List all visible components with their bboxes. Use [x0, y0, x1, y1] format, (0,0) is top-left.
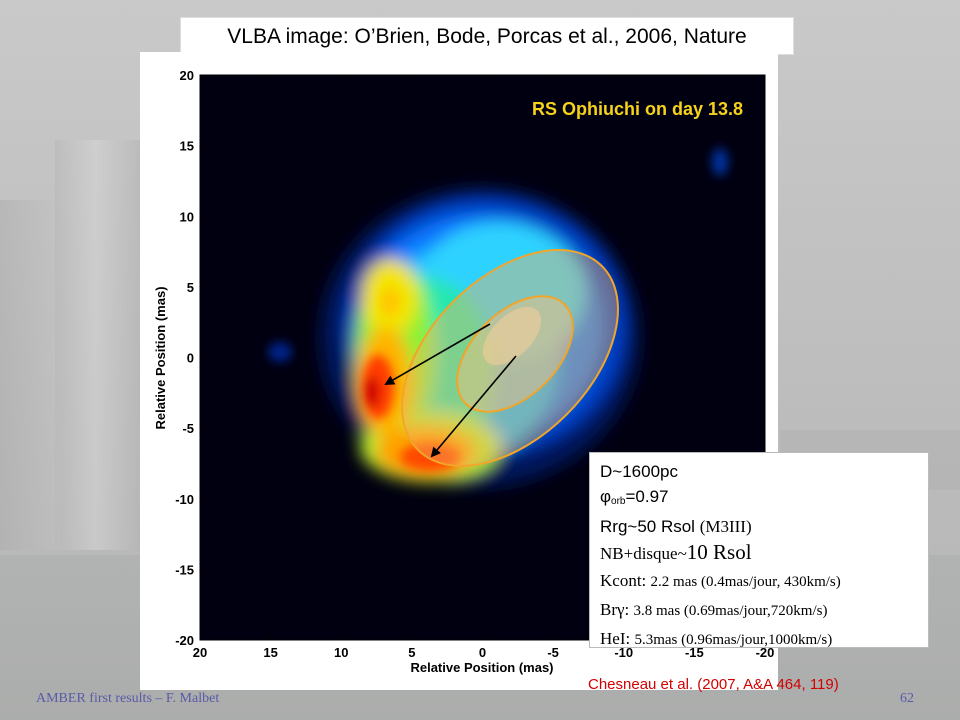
- y-tick-label: -20: [175, 633, 194, 648]
- x-tick-label: 20: [193, 645, 207, 660]
- brgamma-line: Brγ: 3.8 mas (0.69mas/jour,720km/s): [600, 596, 928, 625]
- hei-value: 5.3mas (0.96mas/jour,1000km/s): [634, 632, 833, 648]
- nb-disk-value: 10 Rsol: [686, 540, 752, 564]
- image-label: RS Ophiuchi on day 13.8: [532, 99, 743, 119]
- y-tick-label: -10: [175, 492, 194, 507]
- x-tick-label: 5: [408, 645, 415, 660]
- citation-link[interactable]: Chesneau et al. (2007, A&A 464, 119): [588, 676, 839, 693]
- x-tick-label: -10: [614, 645, 633, 660]
- x-tick-label: -5: [547, 645, 559, 660]
- y-tick-label: 15: [180, 139, 194, 154]
- phi-symbol: φ: [600, 487, 612, 506]
- arrow-to-south-lobe: [430, 355, 517, 458]
- x-tick-label: 15: [263, 645, 277, 660]
- nb-disk-text: NB+disque~: [600, 544, 687, 563]
- kcont-line: Kcont: 2.2 mas (0.4mas/jour, 430km/s): [600, 567, 928, 596]
- x-tick-label: 10: [334, 645, 348, 660]
- footer-title: AMBER first results – F. Malbet: [36, 691, 220, 706]
- background-building: [55, 140, 145, 550]
- orbital-phase-line: φorb=0.97: [600, 484, 928, 514]
- distance-line: D~1600pc: [600, 459, 928, 484]
- kcont-value: 2.2 mas (0.4mas/jour, 430km/s): [650, 574, 841, 590]
- x-tick-label: -20: [756, 645, 775, 660]
- y-tick-label: -15: [175, 562, 194, 577]
- y-tick-label: 10: [180, 209, 194, 224]
- red-giant-radius-line: Rrg~50 Rsol (M3III): [600, 514, 928, 539]
- y-tick-label: 0: [187, 351, 194, 366]
- phi-subscript: orb: [611, 496, 626, 507]
- rrg-text: Rrg~50 Rsol: [600, 517, 695, 536]
- phi-value: =0.97: [625, 487, 669, 506]
- y-tick-label: 5: [187, 280, 194, 295]
- x-tick-label: -15: [685, 645, 704, 660]
- inner-shell-ellipse: [482, 306, 542, 366]
- kcont-label: Kcont:: [600, 571, 647, 590]
- parameters-box: D~1600pc φorb=0.97 Rrg~50 Rsol (M3III) N…: [589, 452, 929, 648]
- spectral-type: (M3III): [699, 517, 752, 536]
- x-axis-label: Relative Position (mas): [410, 660, 553, 675]
- y-tick-label: 20: [180, 68, 194, 83]
- brgamma-value: 3.8 mas (0.69mas/jour,720km/s): [633, 603, 828, 619]
- x-tick-label: 0: [479, 645, 486, 660]
- background-building-left: [0, 200, 60, 550]
- disk-radius-line: NB+disque~10 Rsol: [600, 539, 928, 567]
- brgamma-label: Brγ:: [600, 600, 630, 619]
- distance-text: D~1600pc: [600, 462, 678, 481]
- slide-title: VLBA image: O’Brien, Bode, Porcas et al.…: [180, 17, 794, 55]
- hei-label: HeI:: [600, 629, 631, 648]
- y-tick-label: -5: [182, 421, 194, 436]
- page-number: 62: [900, 691, 914, 706]
- vlba-image-plot: RS Ophiuchi on day 13.8 Relative Positio…: [153, 68, 775, 675]
- arrow-to-east-lobe: [384, 323, 491, 385]
- y-axis-ticks: 20 15 10 5 0 -5 -10 -15 -20: [175, 68, 765, 648]
- y-axis-label: Relative Position (mas): [153, 286, 168, 429]
- shell-model-overlay: [401, 249, 619, 467]
- hei-line: HeI: 5.3mas (0.96mas/jour,1000km/s): [600, 625, 928, 654]
